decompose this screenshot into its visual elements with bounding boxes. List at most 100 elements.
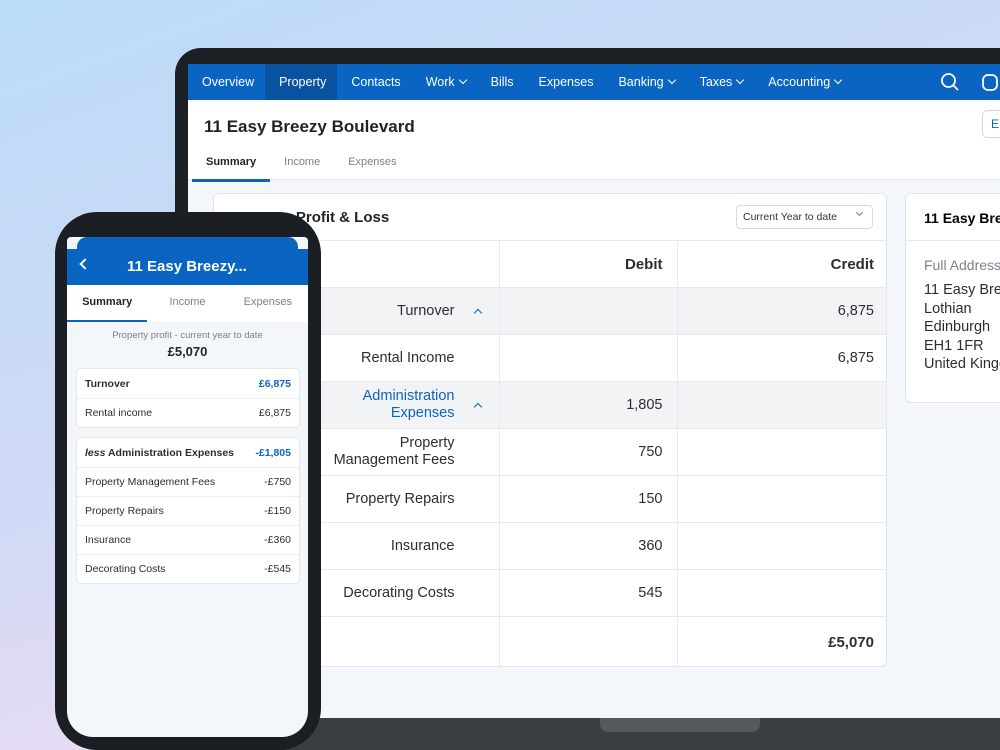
- credit: £5,070: [676, 616, 886, 666]
- phone-tab-expenses[interactable]: Expenses: [243, 296, 292, 308]
- tab-summary[interactable]: Summary: [192, 150, 271, 182]
- item-value: -£150: [264, 505, 291, 517]
- chevron-down-icon: [458, 75, 467, 85]
- address-line: Edinburgh: [924, 319, 991, 335]
- credit: [676, 569, 886, 617]
- nav-label: Contacts: [351, 75, 401, 89]
- nav-bills[interactable]: Bills: [477, 64, 525, 100]
- row-label-text: Turnover: [397, 303, 455, 319]
- page-title: 11 Easy Breezy Boulevard: [204, 117, 415, 136]
- col-debit: Debit: [498, 240, 677, 288]
- chevron-down-icon: [833, 75, 843, 85]
- back-icon[interactable]: [79, 258, 91, 270]
- address-line: Lothian: [924, 300, 972, 317]
- phone-header: 11 Easy Breezy...: [67, 249, 308, 285]
- item-label: Insurance: [85, 534, 132, 546]
- edit-button[interactable]: E: [982, 110, 1000, 138]
- credit: [676, 522, 886, 570]
- top-nav: Overview Property Contacts Work Bills Ex…: [188, 64, 1000, 100]
- laptop-notch: [600, 718, 760, 732]
- period-select[interactable]: Current Year to date: [736, 205, 873, 229]
- page-header: 11 Easy Breezy Boulevard E Summary Incom…: [188, 100, 1000, 182]
- item-value: -£360: [264, 534, 291, 546]
- tab-expenses[interactable]: Expenses: [348, 156, 397, 168]
- address-lines: 11 Easy Breezy Boulevard Lothian Edinbur…: [906, 281, 1000, 374]
- item-label: Rental income: [85, 407, 153, 419]
- chevron-down-icon: [736, 75, 745, 85]
- chevron-down-icon: [855, 208, 864, 217]
- list-item: Property Repairs -£150: [77, 496, 299, 525]
- nav-contacts[interactable]: Contacts: [337, 64, 411, 100]
- phone-screen: 11 Easy Breezy... Summary Income Expense…: [67, 237, 308, 737]
- nav-label: Property: [279, 75, 327, 89]
- address-line: United Kingdom: [924, 356, 1000, 372]
- nav-work[interactable]: Work: [412, 64, 477, 100]
- list-item: Rental income £6,875: [77, 398, 299, 427]
- profit-summary: Property profit - current year to date £…: [67, 330, 308, 359]
- list-item: Turnover £6,875: [77, 369, 299, 398]
- phone-tab-summary[interactable]: Summary: [67, 285, 148, 322]
- address-card: 11 Easy Breezy Boulevard Full Address 11…: [905, 193, 1000, 403]
- debit: [498, 287, 677, 335]
- nav-overview[interactable]: Overview: [188, 64, 265, 100]
- address-title: 11 Easy Breezy Boulevard: [906, 194, 1000, 241]
- debit: 150: [498, 475, 677, 523]
- item-value: £6,875: [258, 377, 291, 390]
- chevron-down-icon: [667, 75, 676, 85]
- nav-label: Overview: [202, 75, 255, 89]
- debit: 1,805: [498, 381, 677, 429]
- list-item: less Administration Expenses -£1,805: [77, 438, 299, 467]
- list-item: Property Management Fees -£750: [77, 467, 299, 496]
- credit: [676, 475, 886, 523]
- debit: [498, 616, 677, 666]
- address-label: Full Address: [924, 257, 1000, 273]
- tab-income[interactable]: Income: [284, 156, 321, 168]
- nav-expenses[interactable]: Expenses: [525, 64, 605, 100]
- nav-label: Expenses: [538, 75, 594, 89]
- item-value: £6,875: [258, 407, 291, 419]
- credit: 6,875: [676, 334, 886, 382]
- list-item: Decorating Costs -£545: [77, 554, 299, 583]
- item-prefix: less: [85, 446, 106, 459]
- nav-label: Work: [425, 75, 455, 89]
- summary-label: Property profit - current year to date: [112, 330, 263, 341]
- credit: [676, 381, 886, 429]
- row-label-text: Property Management Fees: [333, 435, 455, 468]
- summary-value: £5,070: [167, 344, 208, 359]
- debit: 360: [498, 522, 677, 570]
- nav-label: Accounting: [768, 75, 831, 89]
- address-line: 11 Easy Breezy Boulevard: [924, 282, 1000, 298]
- item-value: -£750: [264, 476, 291, 488]
- item-value: -£1,805: [255, 446, 291, 459]
- debit: 750: [498, 428, 677, 476]
- item-value: -£545: [264, 563, 291, 575]
- nav-taxes[interactable]: Taxes: [686, 64, 755, 100]
- chevron-up-icon[interactable]: [473, 308, 482, 318]
- item-label: Property Repairs: [85, 505, 164, 517]
- nav-accounting[interactable]: Accounting: [754, 64, 852, 100]
- credit: [676, 428, 886, 476]
- nav-banking[interactable]: Banking: [604, 64, 685, 100]
- expenses-box: less Administration Expenses -£1,805 Prop…: [76, 437, 300, 584]
- nav-property[interactable]: Property: [265, 64, 338, 100]
- notification-icon[interactable]: [980, 72, 1000, 92]
- list-item: Insurance -£360: [77, 525, 299, 554]
- credit: 6,875: [676, 287, 886, 335]
- item-label: Property Management Fees: [85, 476, 216, 488]
- table-row-admin-expenses[interactable]: Administration Expenses 1,805: [214, 381, 886, 429]
- chevron-up-icon[interactable]: [473, 402, 482, 412]
- debit: [498, 334, 677, 382]
- nav-label: Bills: [490, 75, 514, 89]
- nav-label: Banking: [618, 75, 664, 89]
- period-value: Current Year to date: [743, 211, 837, 223]
- col-credit: Credit: [676, 240, 886, 288]
- phone-status-bar: [77, 237, 298, 251]
- item-label: Turnover: [85, 377, 130, 390]
- nav-label: Taxes: [699, 75, 733, 89]
- phone-tab-income[interactable]: Income: [169, 296, 206, 308]
- income-box: Turnover £6,875 Rental income £6,875: [76, 368, 300, 428]
- debit: 545: [498, 569, 677, 617]
- search-icon[interactable]: [940, 72, 960, 92]
- item-label: Decorating Costs: [85, 563, 166, 575]
- row-label-text: Administration Expenses: [362, 388, 455, 421]
